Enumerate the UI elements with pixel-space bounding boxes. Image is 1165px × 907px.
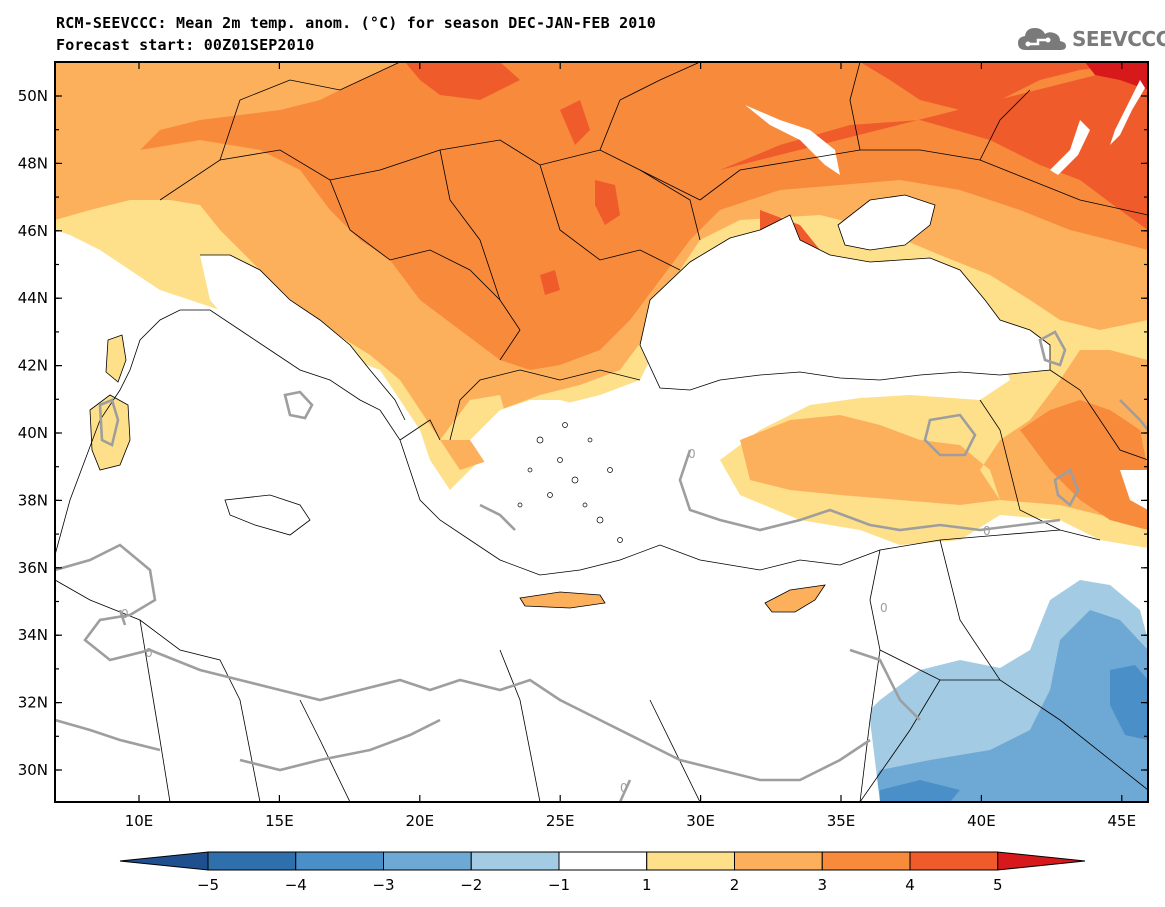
black-sea <box>640 215 1050 390</box>
lon-labels: 10E 15E 20E 25E 30E 35E 40E 45E <box>125 812 1136 830</box>
contour-label: 0 <box>121 607 129 621</box>
colorbar-swatch <box>734 851 823 871</box>
aegean-islands <box>517 422 623 543</box>
colorbar-label: −5 <box>197 876 219 894</box>
lon-label: 15E <box>265 812 294 830</box>
forecast-start-label: Forecast start: 00Z01SEP2010 <box>56 36 315 54</box>
sicily <box>224 494 311 536</box>
colorbar-swatch <box>470 851 560 871</box>
colorbar-label: −2 <box>460 876 482 894</box>
corsica <box>105 334 127 383</box>
anomaly-zone-3-4 <box>140 62 1148 530</box>
tyrrhenian-sea <box>115 330 270 490</box>
anomaly-zone-above-5 <box>1085 62 1148 90</box>
cyprus <box>764 584 826 613</box>
contour-label: 0 <box>983 524 991 538</box>
logo-text: SEEVCCC <box>1072 27 1165 51</box>
seevccc-logo: SEEVCCC <box>1016 24 1165 54</box>
crete <box>519 591 606 609</box>
map-title: RCM-SEEVCCC: Mean 2m temp. anom. (°C) fo… <box>56 14 656 32</box>
lon-label: 20E <box>406 812 435 830</box>
lat-label: 42N <box>18 357 48 375</box>
colorbar-label: 2 <box>730 876 740 894</box>
colorbar-swatch <box>997 851 1086 871</box>
lon-label: 40E <box>967 812 996 830</box>
lat-label: 48N <box>18 154 48 172</box>
lat-label: 50N <box>18 87 48 105</box>
colorbar-swatch <box>383 851 472 871</box>
anomaly-zone-minus-3-4-east <box>880 665 1148 802</box>
colorbar-label: −4 <box>285 876 307 894</box>
adriatic-sea <box>200 255 405 430</box>
river-dnieper <box>745 105 840 175</box>
contour-label: 0 <box>620 781 628 795</box>
lat-label: 30N <box>18 761 48 779</box>
colorbar-swatch <box>207 851 297 871</box>
lon-label: 30E <box>686 812 715 830</box>
sea-mask <box>55 195 1148 802</box>
lon-label: 45E <box>1108 812 1137 830</box>
colorbar-swatch <box>295 851 384 871</box>
river-volga <box>1110 80 1145 145</box>
lat-label: 32N <box>18 694 48 712</box>
lat-label: 40N <box>18 424 48 442</box>
colorbar-label: 1 <box>642 876 652 894</box>
colorbar-label: −1 <box>548 876 570 894</box>
lat-label: 36N <box>18 559 48 577</box>
zero-contours <box>55 330 1148 802</box>
map-frame <box>54 61 1149 803</box>
contour-label: 0 <box>145 646 153 660</box>
lon-label: 25E <box>546 812 575 830</box>
aegean-sea <box>470 400 620 525</box>
lat-label: 44N <box>18 289 48 307</box>
lat-label: 38N <box>18 491 48 509</box>
lat-labels: 50N 48N 46N 44N 42N 40N 38N 36N 34N 32N 30N <box>18 87 48 779</box>
colorbar-swatch <box>821 851 911 871</box>
colorbar-swatch <box>909 851 999 871</box>
lat-label: 34N <box>18 626 48 644</box>
colorbar-label: −3 <box>372 876 394 894</box>
axis-ticks <box>55 61 1148 802</box>
lat-label: 46N <box>18 222 48 240</box>
colorbar-swatch <box>119 851 209 871</box>
anomaly-zone-4-5 <box>405 62 1148 295</box>
mediterranean-sea <box>55 310 1148 802</box>
border-lines <box>55 62 1148 802</box>
contour-label: 0 <box>688 447 696 461</box>
contour-label: 0 <box>880 601 888 615</box>
colorbar-label: 5 <box>993 876 1003 894</box>
colorbar-label: 4 <box>905 876 915 894</box>
colorbar <box>119 851 1086 871</box>
lon-label: 35E <box>827 812 856 830</box>
colorbar-swatch <box>558 851 648 871</box>
colorbar-labels: −5 −4 −3 −2 −1 1 2 3 4 5 <box>197 876 1003 894</box>
crimea-sea <box>838 195 935 250</box>
map-field: 0 0 0 0 0 0 <box>55 62 1148 802</box>
cloud-icon <box>1018 28 1066 50</box>
contour-labels: 0 0 0 0 0 0 <box>121 447 991 795</box>
lon-label: 10E <box>125 812 154 830</box>
colorbar-swatch <box>646 851 735 871</box>
colorbar-label: 3 <box>817 876 827 894</box>
anomaly-zone-minus-2-3-east <box>860 610 1148 802</box>
river-don <box>1050 120 1090 175</box>
